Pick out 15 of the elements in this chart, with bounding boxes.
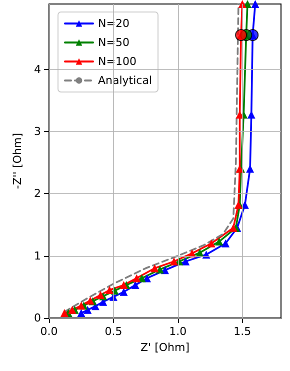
legend-label: N=20 [98,17,130,30]
y-tick-label: 3 [34,124,41,138]
y-tick-label: 1 [34,249,41,262]
y-axis-title: -Z'' [Ohm] [11,133,24,189]
x-tick-label: 1.0 [169,325,187,338]
y-tick-label: 0 [34,312,41,324]
legend-label: Analytical [98,74,152,87]
x-tick-label: 1.5 [234,325,252,338]
x-tick-label: 0.5 [104,325,122,338]
x-axis-title: Z' [Ohm] [140,341,190,354]
legend-label: N=50 [98,36,130,49]
x-tick-label: 0.0 [40,325,58,338]
y-tick-label: 4 [34,62,41,76]
y-tick-label: 2 [34,187,41,200]
legend-label: N=100 [98,55,136,68]
